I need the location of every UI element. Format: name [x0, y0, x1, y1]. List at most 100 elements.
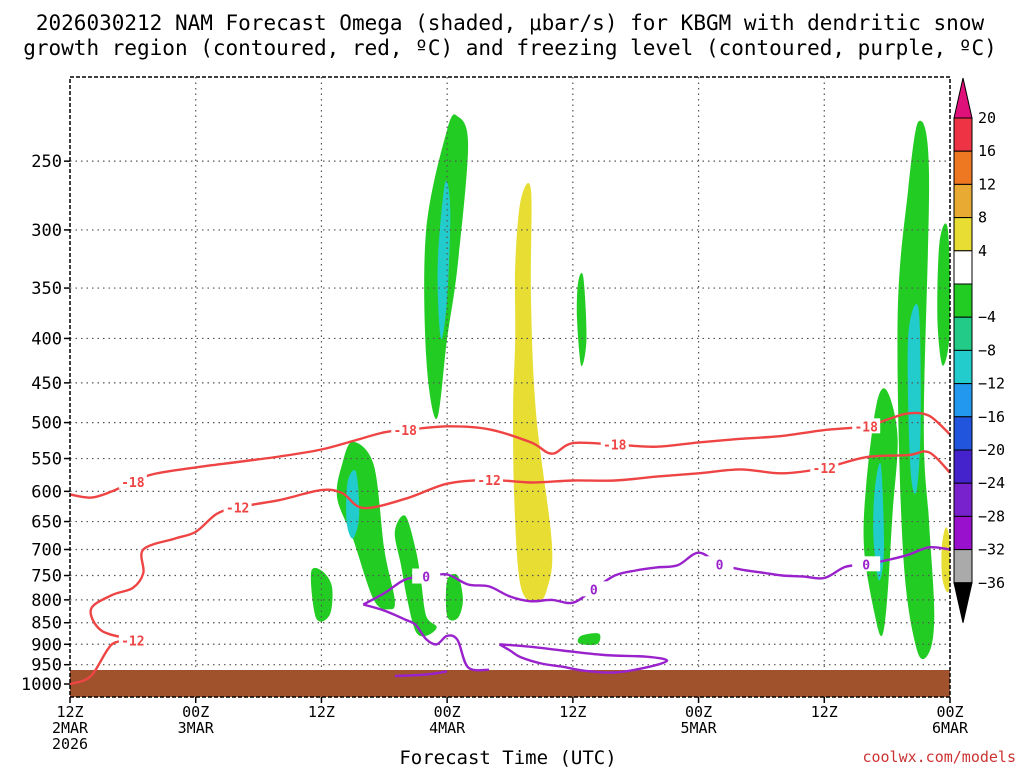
- omega-region: [576, 272, 587, 367]
- omega-region: [907, 304, 921, 494]
- omega-region: [937, 223, 950, 366]
- omega-region: [577, 633, 601, 646]
- dgz-contour-label-bg: [810, 460, 839, 476]
- dgz-contour-label: -18: [393, 424, 417, 439]
- colorbar-swatch: [953, 349, 973, 385]
- dgz-contour-label: -12: [121, 634, 144, 649]
- freezing-contour-label-bg: [705, 556, 734, 572]
- y-tick-label: 950: [31, 656, 62, 676]
- x-tick-label: 2MAR: [52, 719, 89, 737]
- dgz-contour-label-bg: [475, 471, 504, 487]
- x-tick-label: 12Z: [811, 703, 838, 721]
- y-tick-label: 900: [31, 635, 62, 655]
- y-tick-label: 1000: [21, 675, 62, 695]
- dgz-contour-label: -12: [813, 462, 836, 477]
- dgz-contour-label-bg: [391, 422, 420, 438]
- chart-title-line2: growth region (contoured, red, ºC) and f…: [23, 36, 997, 60]
- freezing-contour-label: 0: [590, 583, 598, 598]
- colorbar-label: −28: [978, 507, 1005, 525]
- dgz-contour: [70, 411, 950, 499]
- colorbar-swatch: [953, 482, 973, 517]
- y-tick-label: 300: [31, 221, 62, 241]
- y-tick-label: 450: [31, 374, 62, 394]
- colorbar-swatch: [953, 316, 973, 351]
- plot-background: [70, 77, 950, 697]
- x-tick-label: 12Z: [308, 703, 335, 721]
- colorbar-swatch: [953, 183, 973, 219]
- x-tick-label: 00Z: [685, 703, 712, 721]
- colorbar-swatch: [953, 383, 973, 418]
- colorbar-swatch: [953, 549, 973, 584]
- colorbar-label: 16: [978, 142, 996, 160]
- colorbar-swatch: [953, 217, 973, 252]
- freezing-contour: [362, 545, 950, 606]
- omega-region: [941, 527, 950, 593]
- colorbar-swatch: [953, 117, 973, 152]
- colorbar-swatch: [953, 250, 973, 285]
- dgz-contour: [70, 450, 950, 686]
- colorbar-label: 20: [978, 109, 996, 127]
- x-tick-label: 6MAR: [932, 719, 969, 737]
- colorbar: 20 16 12 8 4 −4 −8 −12 −16 −20 −24 −28 −32 −36: [953, 77, 1005, 623]
- y-tick-label: 550: [31, 450, 62, 470]
- y-tick-label: 650: [31, 513, 62, 533]
- x-tick-label: 00Z: [434, 703, 461, 721]
- x-axis-label: Forecast Time (UTC): [399, 747, 616, 768]
- x-tick-label: 2026: [52, 735, 88, 753]
- omega-region: [513, 182, 553, 603]
- colorbar-swatch: [953, 515, 973, 551]
- dgz-contour-label-bg: [600, 436, 629, 452]
- x-tick-label: 00Z: [182, 703, 209, 721]
- colorbar-top-arrow: [953, 77, 973, 119]
- dgz-contour-label-bg: [118, 473, 147, 489]
- freezing-contour: [498, 643, 669, 674]
- colorbar-label: −24: [978, 474, 1005, 492]
- colorbar-label: −8: [978, 341, 996, 359]
- omega-region: [445, 573, 463, 621]
- x-tick-label: 3MAR: [178, 719, 215, 737]
- omega-shading: [310, 114, 950, 660]
- y-tick-label: 700: [31, 540, 62, 560]
- y-tick-label: 750: [31, 567, 62, 587]
- credit-text: coolwx.com/models: [862, 748, 1016, 766]
- dgz-contour-label: -12: [477, 474, 500, 489]
- freezing-contour: [362, 603, 490, 672]
- dgz-contour-label: -18: [121, 476, 145, 491]
- y-tick-label: 600: [31, 482, 62, 502]
- x-tick-label: 12Z: [559, 703, 586, 721]
- x-tick-label: 4MAR: [429, 719, 466, 737]
- colorbar-bottom-arrow: [953, 582, 973, 623]
- dgz-contours: -18 -18 -18 -18 -12 -12 -12 -12: [70, 411, 950, 686]
- colorbar-swatch: [953, 449, 973, 484]
- plot-frame: [69, 76, 951, 698]
- freezing-contour: [394, 670, 448, 678]
- colorbar-label: −36: [978, 574, 1005, 592]
- colorbar-label: −20: [978, 441, 1005, 459]
- dgz-contour-label-bg: [852, 418, 881, 434]
- y-tick-label: 800: [31, 591, 62, 611]
- x-tick-label: 5MAR: [681, 719, 718, 737]
- colorbar-label: 12: [978, 175, 996, 193]
- chart-title-line1: 2026030212 NAM Forecast Omega (shaded, μ…: [36, 11, 985, 35]
- freezing-contour-label: 0: [862, 558, 870, 573]
- x-tick-label: 12Z: [56, 703, 83, 721]
- dgz-contour-label: -18: [603, 439, 627, 454]
- colorbar-label: −12: [978, 375, 1005, 393]
- y-axis-ticks: 2503003504004505005506006507007508008509…: [21, 152, 70, 695]
- y-tick-label: 350: [31, 279, 62, 299]
- dgz-contour-label: -18: [854, 420, 878, 435]
- dgz-contour-label-bg: [223, 499, 252, 515]
- freezing-contour-label: 0: [716, 558, 724, 573]
- freezing-contours: 0 0 0 0: [362, 545, 950, 678]
- colorbar-swatch: [953, 283, 973, 318]
- x-tick-label: 00Z: [936, 703, 963, 721]
- colorbar-label: −32: [978, 541, 1005, 559]
- colorbar-label: 8: [978, 209, 987, 227]
- y-tick-label: 400: [31, 329, 62, 349]
- colorbar-swatch: [953, 150, 973, 185]
- freezing-contour-label-bg: [852, 556, 881, 572]
- y-tick-label: 850: [31, 614, 62, 634]
- colorbar-label: −16: [978, 408, 1005, 426]
